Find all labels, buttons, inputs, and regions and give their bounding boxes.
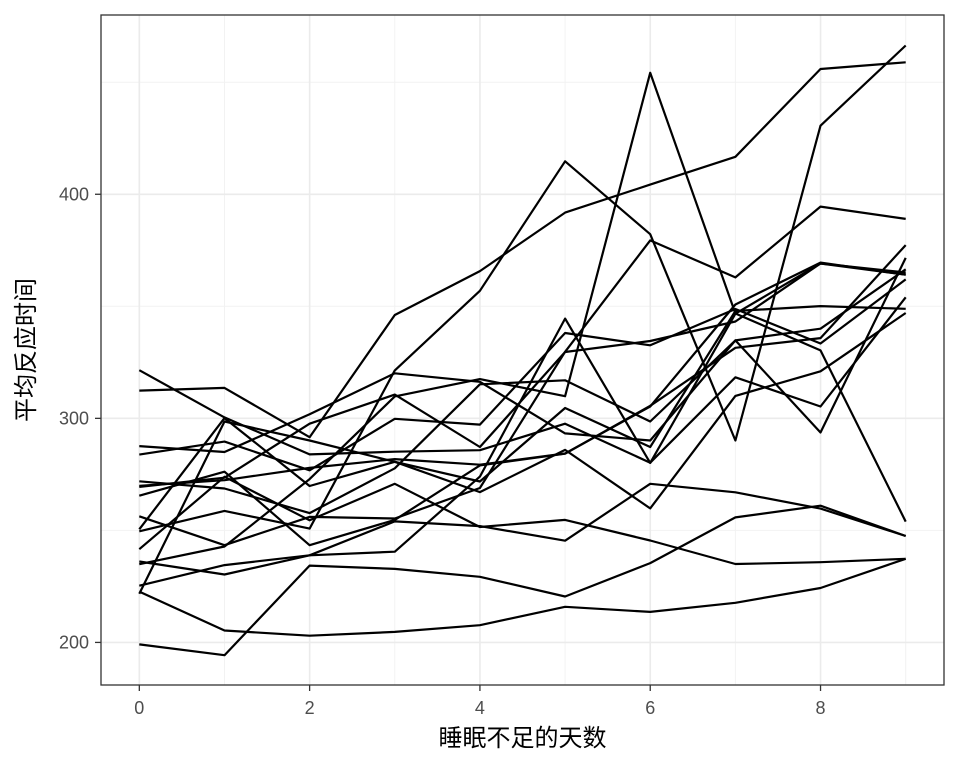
series-lines	[138, 44, 907, 657]
y-tick-label-1: 300	[59, 408, 89, 428]
series-line-13	[138, 305, 906, 530]
series-line-14	[138, 312, 907, 595]
series-line-15	[139, 268, 907, 515]
y-tick-label-0: 200	[59, 632, 89, 652]
x-axis-ticks: 0 2 4 6 8	[134, 685, 826, 718]
series-line-5	[139, 257, 907, 454]
series-line-4	[138, 296, 907, 464]
plot-border	[100, 14, 945, 686]
x-tick-label-4: 8	[816, 698, 826, 718]
x-tick-label-2: 4	[475, 698, 485, 718]
series-line-6	[139, 71, 907, 566]
y-tick-label-2: 400	[59, 184, 89, 204]
series-line-11	[139, 482, 907, 576]
series-line-18	[139, 262, 906, 488]
series-line-12	[138, 205, 906, 547]
x-axis-title: 睡眠不足的天数	[439, 724, 607, 752]
x-tick-label-0: 0	[134, 698, 144, 718]
plot-background	[101, 15, 944, 685]
x-tick-label-3: 6	[645, 698, 655, 718]
series-line-3	[139, 504, 907, 657]
series-line-16	[139, 262, 906, 587]
series-line-2	[138, 557, 907, 637]
series-line-17	[139, 261, 906, 487]
y-axis-ticks: 200 300 400	[59, 184, 101, 652]
series-line-10	[139, 61, 906, 439]
series-line-9	[138, 475, 906, 566]
y-axis-title: 平均反应时间	[12, 278, 40, 422]
series-line-7	[139, 278, 907, 472]
x-tick-label-1: 2	[305, 698, 315, 718]
